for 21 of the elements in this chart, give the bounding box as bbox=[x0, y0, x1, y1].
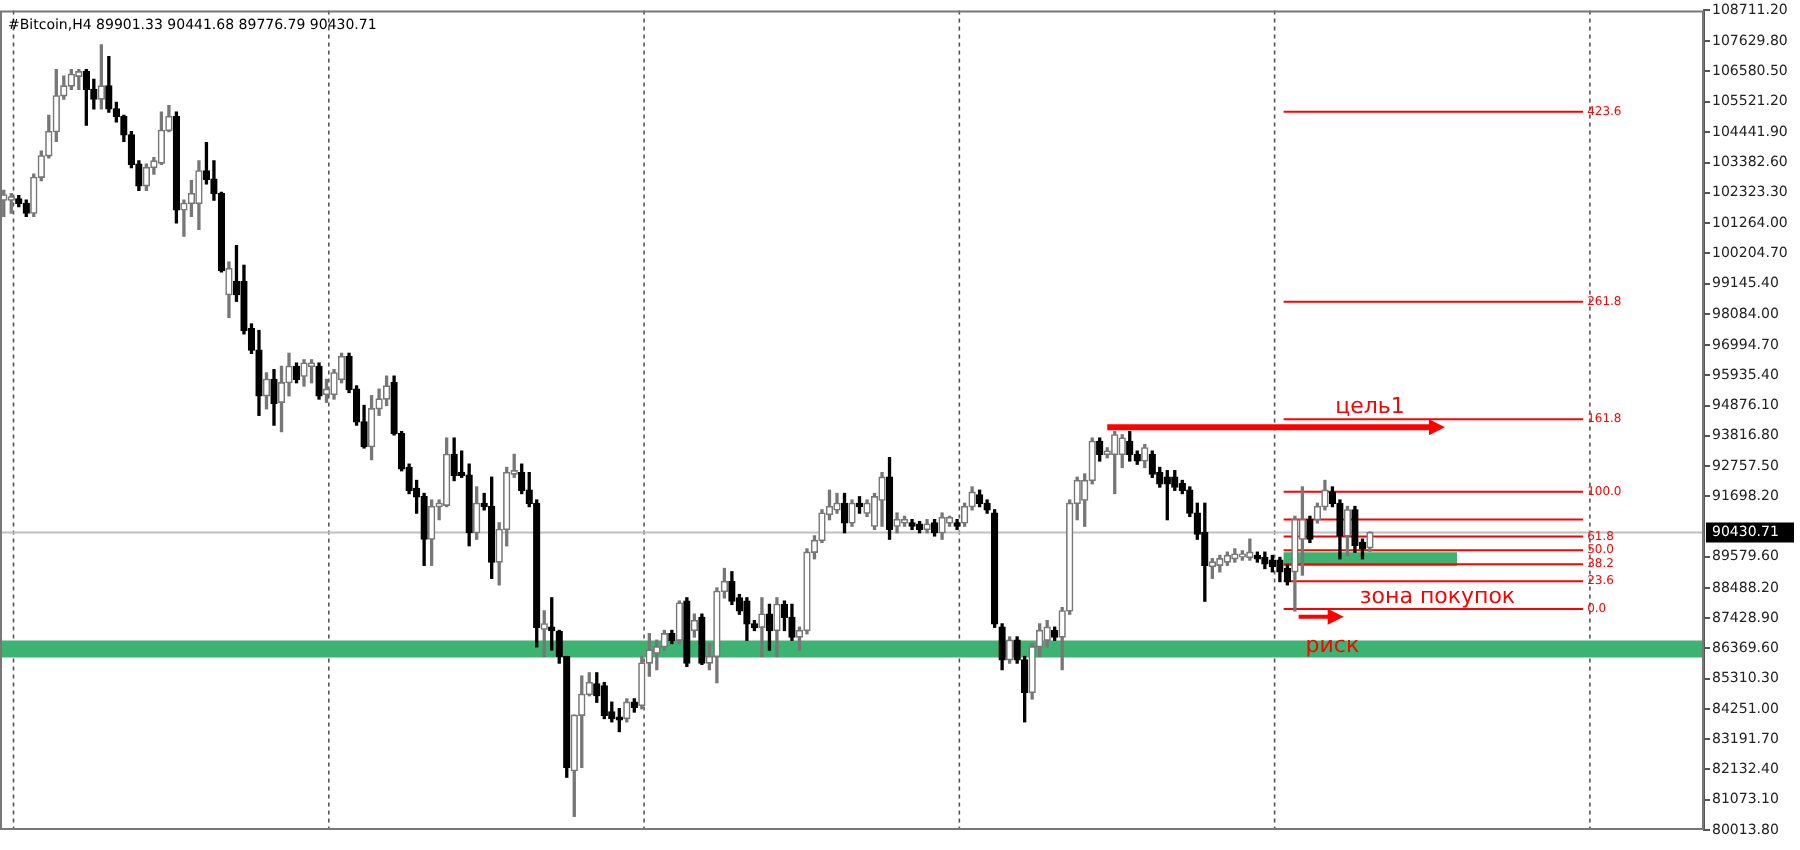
candlestick bbox=[367, 395, 376, 461]
candlestick bbox=[1298, 486, 1307, 576]
candlestick bbox=[855, 496, 864, 514]
candlestick bbox=[1268, 554, 1277, 573]
candlestick bbox=[172, 111, 181, 224]
candlestick bbox=[840, 492, 849, 534]
candlestick bbox=[915, 520, 924, 534]
candlestick bbox=[1343, 505, 1352, 557]
candlestick bbox=[427, 499, 436, 566]
candlestick bbox=[758, 597, 766, 658]
candlestick bbox=[322, 378, 331, 403]
annotation: цель1 bbox=[1335, 392, 1405, 419]
annotation: риск bbox=[1305, 632, 1360, 659]
candlestick bbox=[142, 163, 151, 192]
candlestick bbox=[930, 518, 939, 537]
candlestick bbox=[262, 372, 271, 410]
candlestick bbox=[1283, 564, 1292, 586]
candlestick bbox=[885, 457, 894, 540]
candlestick bbox=[765, 603, 774, 651]
band-label: зона покупок bbox=[1359, 582, 1516, 609]
candlestick bbox=[292, 362, 301, 384]
